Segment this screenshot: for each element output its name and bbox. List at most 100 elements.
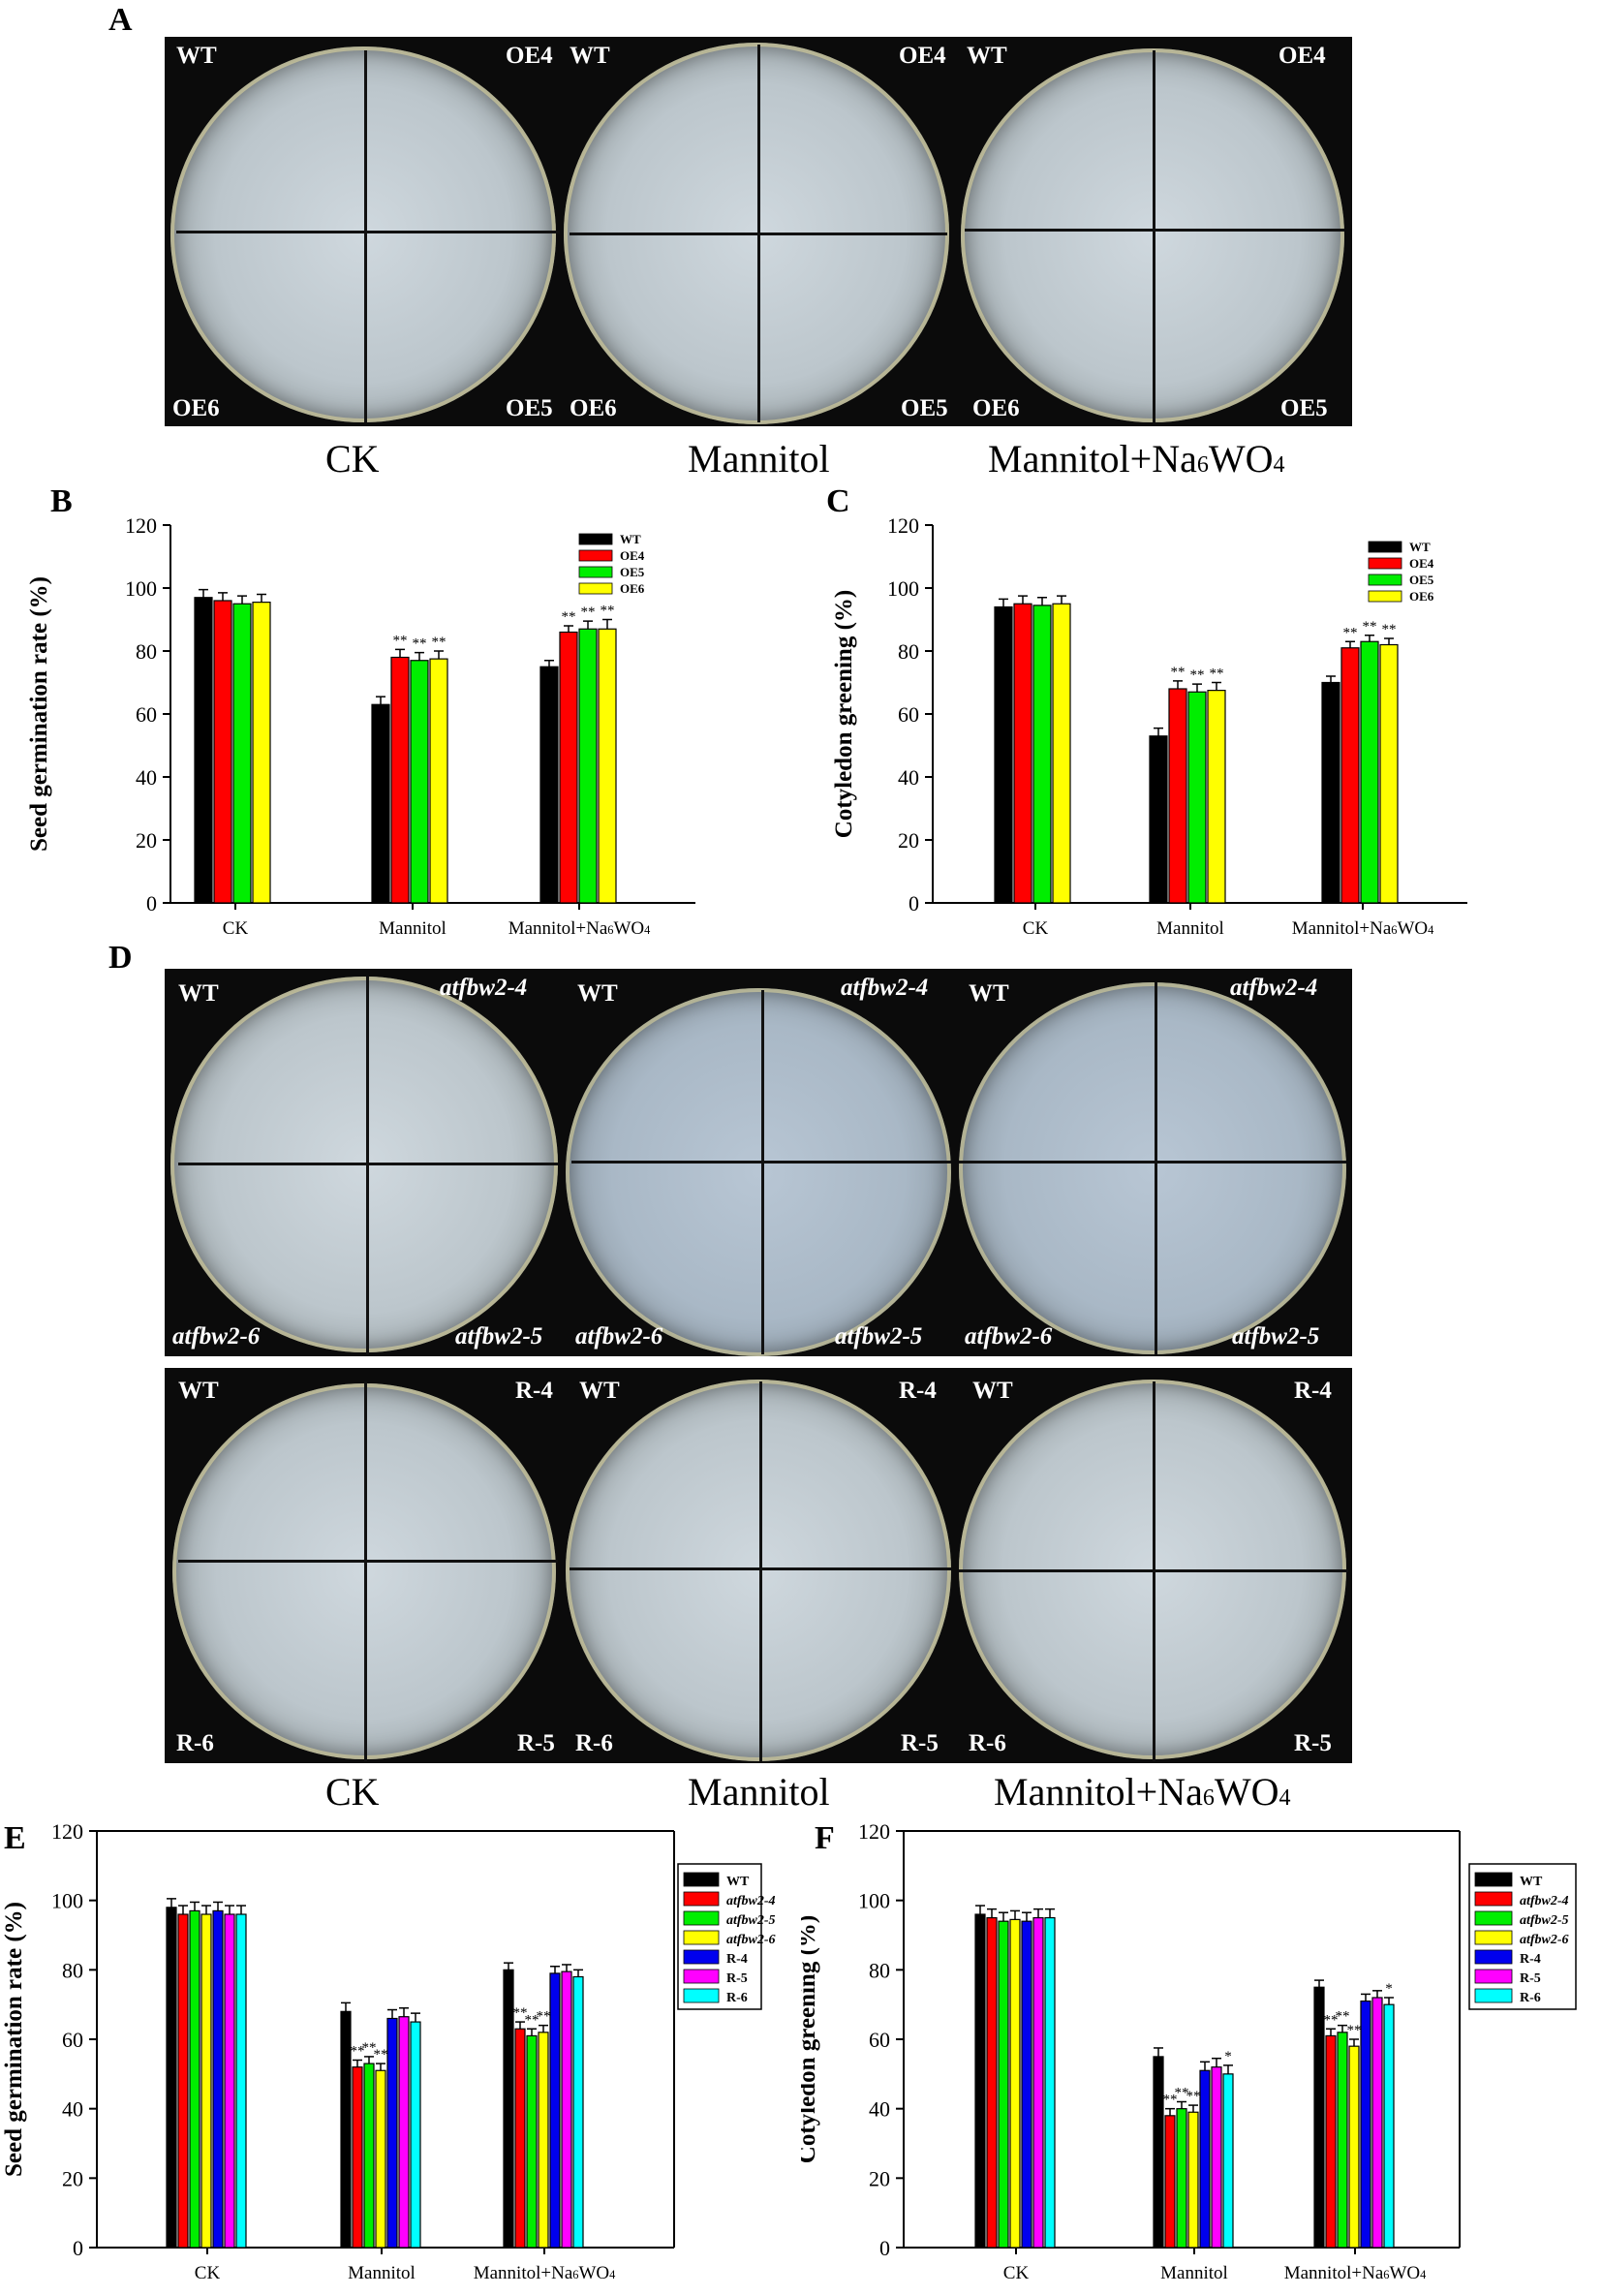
- plate-label: WT: [178, 1378, 219, 1404]
- significance-mark: **: [351, 2044, 365, 2060]
- legend-swatch: [1474, 1872, 1513, 1887]
- y-tick-label: 20: [136, 828, 157, 853]
- bar: [1187, 2111, 1199, 2249]
- significance-mark: **: [413, 636, 427, 652]
- legend-swatch: [1474, 1969, 1513, 1984]
- bar: [1153, 2056, 1164, 2249]
- bar: [212, 1909, 224, 2249]
- significance-mark: *: [1385, 1981, 1393, 1997]
- bar: [189, 1909, 200, 2249]
- bar: [1009, 1918, 1021, 2249]
- significance-mark: **: [393, 633, 408, 648]
- legend-label: atfbw2-4: [726, 1894, 776, 1908]
- legend-swatch: [683, 1949, 720, 1965]
- significance-mark: **: [1347, 2023, 1362, 2038]
- significance-mark: **: [525, 2012, 539, 2028]
- bar: [1360, 640, 1379, 904]
- significance-mark: **: [537, 2009, 551, 2025]
- legend-swatch: [1474, 1910, 1513, 1926]
- y-tick-label: 60: [136, 702, 157, 727]
- y-axis-label: Cotyledon greening (%): [801, 1915, 820, 2163]
- significance-mark: *: [1224, 2049, 1232, 2064]
- y-tick-label: 80: [869, 1958, 890, 1982]
- plate-label: OE6: [172, 395, 220, 421]
- panel-letter: C: [826, 483, 850, 519]
- plate-label: WT: [577, 980, 618, 1007]
- legend-swatch: [683, 1930, 720, 1945]
- plate-label: WT: [972, 1378, 1013, 1404]
- significance-mark: **: [1343, 625, 1358, 640]
- y-tick-label: 100: [51, 1889, 83, 1913]
- legend-label: atfbw2-5: [726, 1913, 776, 1928]
- significance-mark: **: [1363, 619, 1377, 635]
- legend-label: atfbw2-4: [1520, 1894, 1569, 1908]
- bar: [561, 1970, 572, 2249]
- condition-ck: CK: [325, 437, 380, 481]
- bar: [1176, 2108, 1187, 2249]
- plate-label: WT: [176, 43, 217, 69]
- plate-label: OE6: [972, 395, 1020, 421]
- bar: [1337, 2032, 1348, 2249]
- significance-mark: **: [1175, 2086, 1189, 2101]
- significance-mark: **: [581, 605, 596, 620]
- significance-mark: **: [562, 609, 576, 625]
- plate-label: OE4: [899, 43, 946, 69]
- bar: [224, 1913, 235, 2249]
- bar: [386, 2017, 398, 2249]
- legend-swatch: [578, 566, 613, 578]
- plate-ck: [170, 47, 556, 422]
- x-tick-label: CK: [195, 2263, 221, 2283]
- legend-label: R-6: [1520, 1991, 1541, 2005]
- y-tick-label: 20: [869, 2166, 890, 2190]
- bar: [1348, 2045, 1360, 2249]
- legend-label: R-6: [726, 1991, 748, 2005]
- plate-label: OE6: [570, 395, 617, 421]
- y-axis-label: Seed germination rate (%): [26, 576, 52, 852]
- plate-label: WT: [579, 1378, 620, 1404]
- bar: [177, 1913, 189, 2249]
- legend-swatch: [1474, 1988, 1513, 2003]
- plate-label: OE5: [901, 395, 948, 421]
- legend-swatch: [683, 1872, 720, 1887]
- bar: [1013, 603, 1032, 904]
- significance-mark: **: [1163, 2093, 1178, 2108]
- plate-label: OE5: [506, 395, 553, 421]
- panel-a-photo: [165, 37, 1352, 426]
- legend-swatch: [1474, 1891, 1513, 1907]
- y-tick-label: 120: [51, 1821, 83, 1844]
- bar: [232, 603, 252, 904]
- bar: [1044, 1916, 1056, 2249]
- legend-label: WT: [620, 532, 641, 546]
- bar: [503, 1969, 514, 2249]
- bar: [363, 2063, 375, 2249]
- bar: [166, 1907, 177, 2249]
- panel-d-photo-bottom: [165, 1368, 1352, 1763]
- plate-mannitol: [566, 1380, 951, 1761]
- plate-label: WT: [178, 980, 219, 1007]
- legend-swatch: [1368, 590, 1402, 603]
- significance-mark: **: [1324, 2012, 1339, 2028]
- plate-label: WT: [967, 43, 1007, 69]
- bar: [539, 666, 559, 904]
- legend-label: OE6: [1409, 589, 1434, 604]
- bar: [1164, 2115, 1176, 2249]
- plate-label: atfbw2-5: [835, 1323, 923, 1350]
- x-tick-label: CK: [1023, 918, 1049, 939]
- legend-swatch: [578, 533, 613, 545]
- y-tick-label: 120: [887, 513, 919, 538]
- bar: [998, 1920, 1009, 2249]
- bar: [340, 2010, 352, 2249]
- bar: [235, 1913, 247, 2249]
- y-tick-label: 40: [62, 2097, 83, 2122]
- y-tick-label: 80: [898, 639, 919, 664]
- plate-label: atfbw2-6: [965, 1323, 1053, 1350]
- bar: [578, 628, 598, 904]
- x-tick-label: Mannitol: [1156, 918, 1224, 939]
- y-tick-label: 80: [62, 1958, 83, 1982]
- legend-swatch: [683, 1988, 720, 2003]
- legend-label: R-5: [726, 1971, 748, 1986]
- condition-ck: CK: [325, 1770, 380, 1814]
- plate-label: WT: [969, 980, 1009, 1007]
- y-tick-label: 120: [125, 513, 157, 538]
- significance-mark: **: [1382, 622, 1397, 637]
